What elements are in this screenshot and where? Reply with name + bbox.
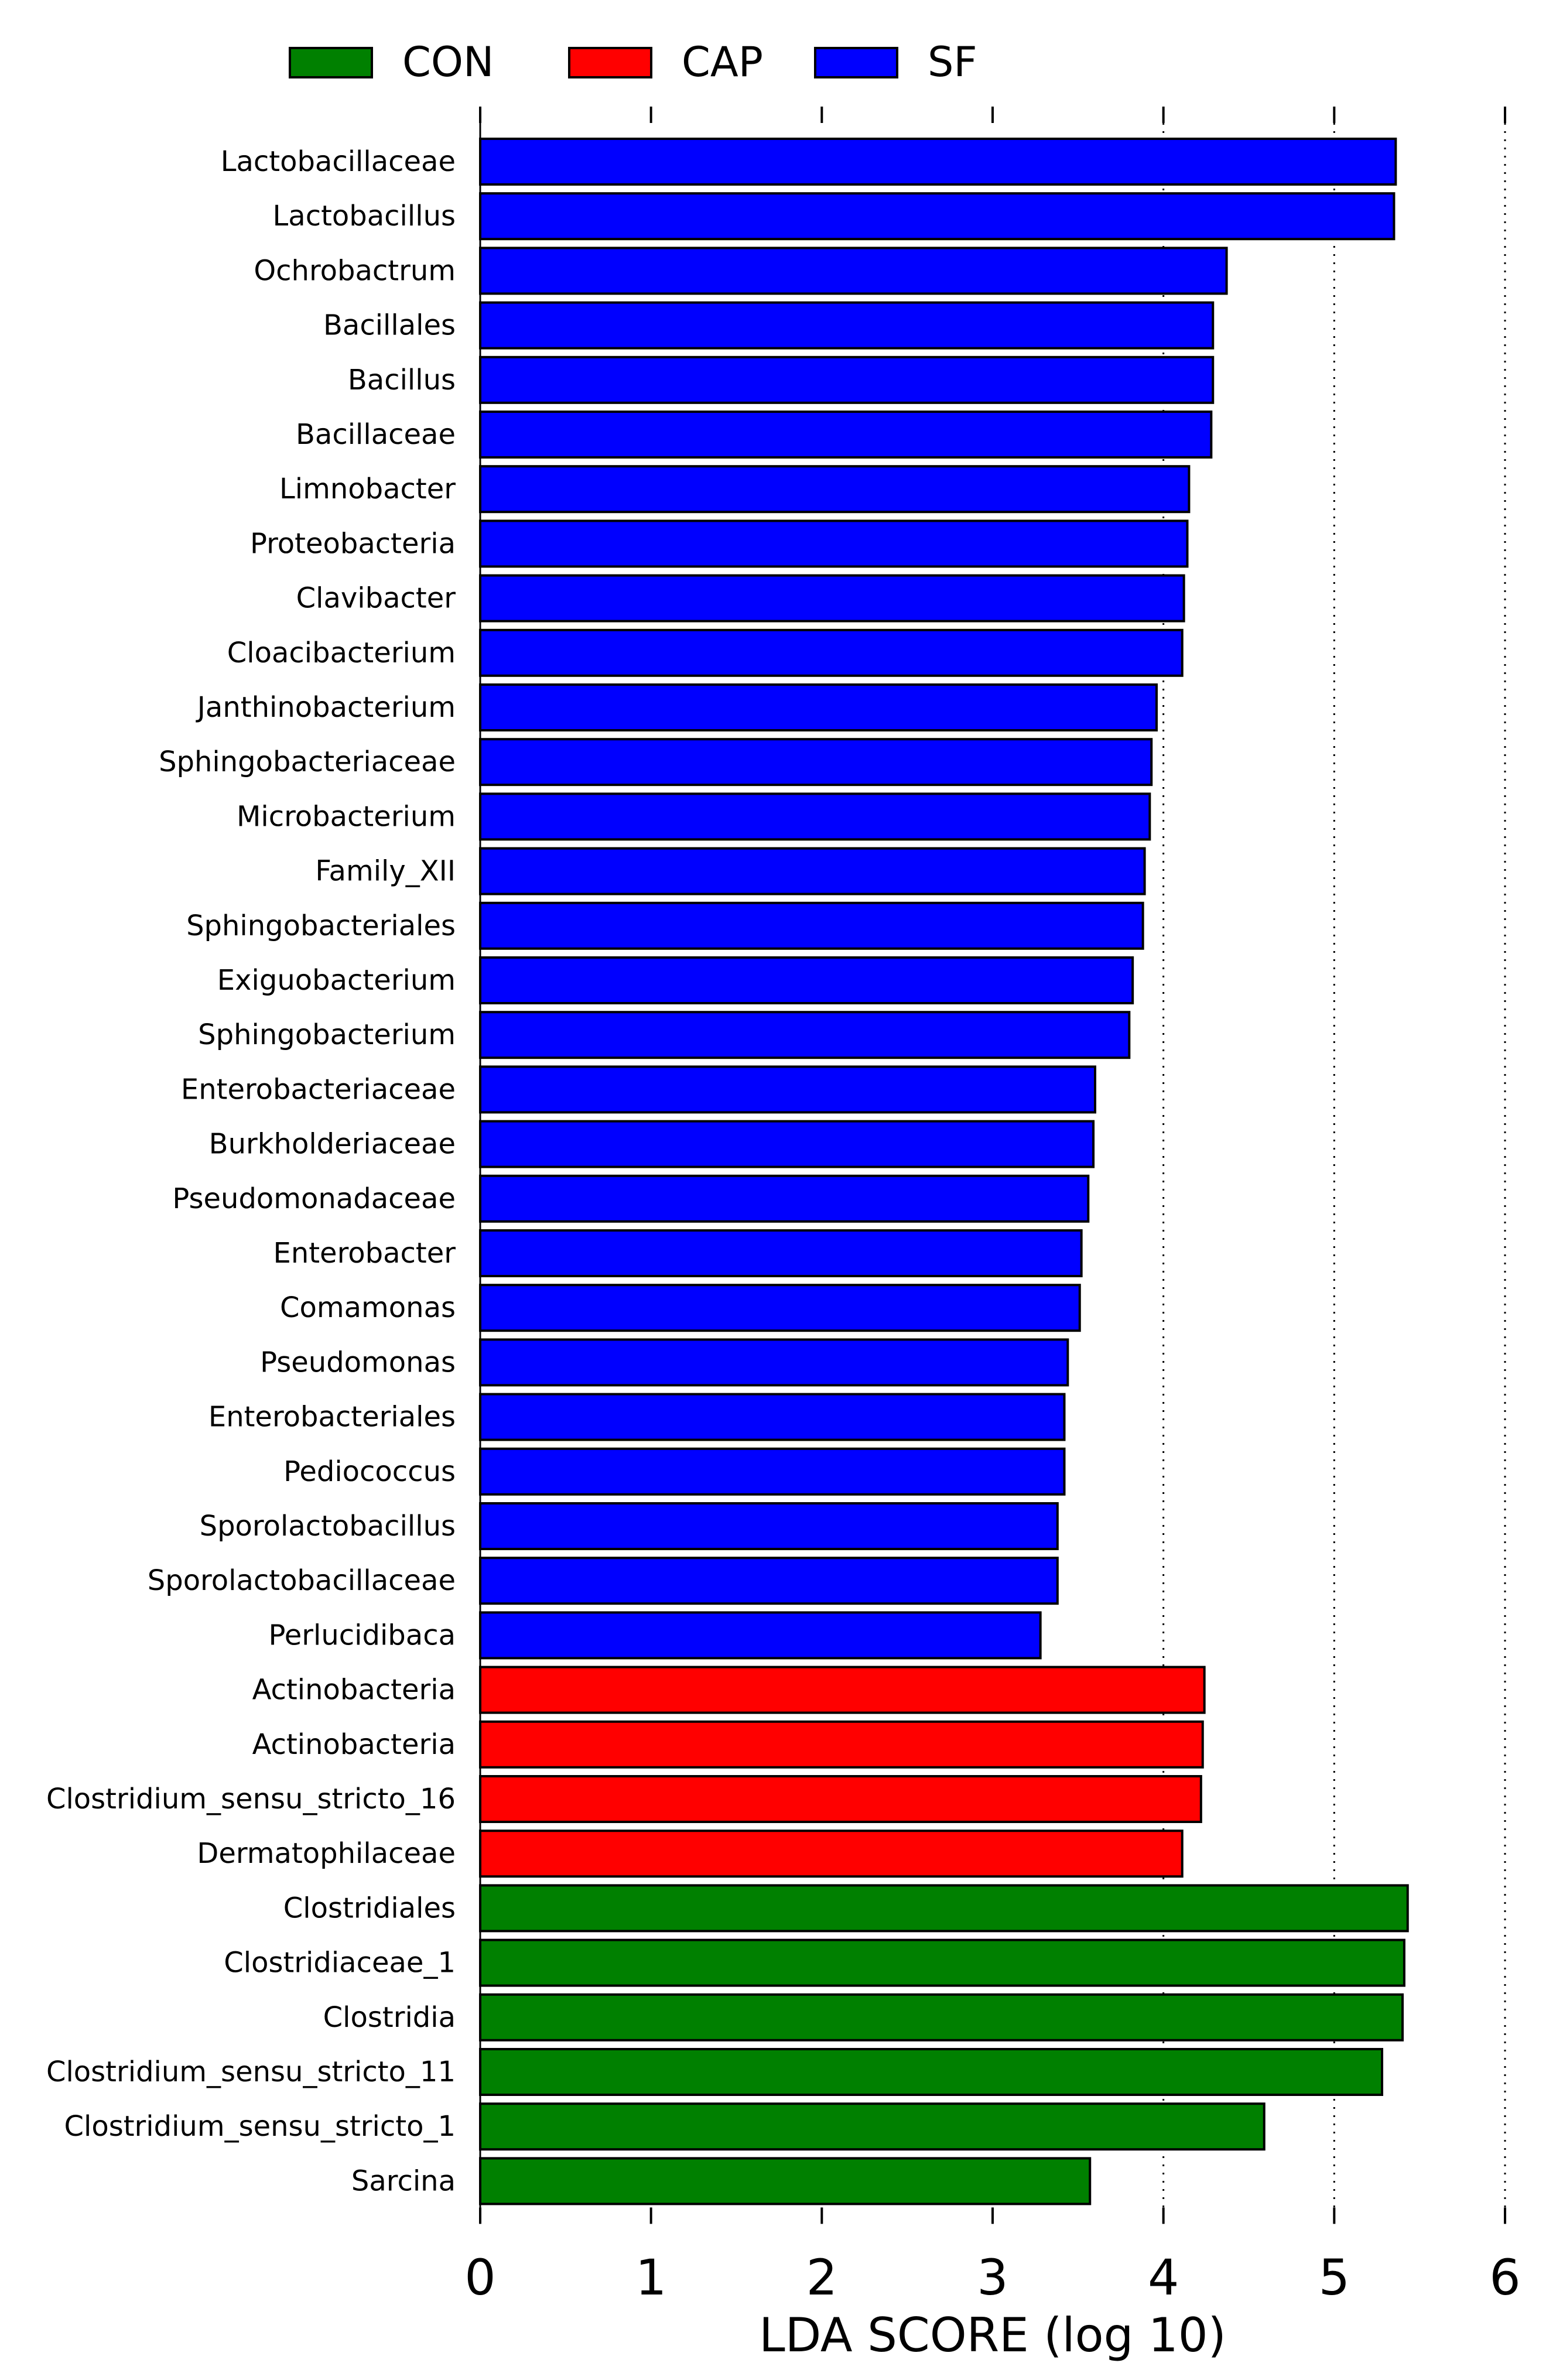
bar-13 xyxy=(479,847,1146,895)
category-label-26: Sporolactobacillaceae xyxy=(148,1564,456,1597)
category-label-22: Pseudomonas xyxy=(260,1346,456,1379)
category-label-7: Proteobacteria xyxy=(250,527,456,560)
bar-26 xyxy=(479,1557,1059,1605)
bar-30 xyxy=(479,1775,1202,1823)
bar-32 xyxy=(479,1884,1409,1933)
category-label-1: Lactobacillus xyxy=(273,200,456,232)
bar-29 xyxy=(479,1720,1204,1769)
bar-18 xyxy=(479,1120,1095,1168)
bar-24 xyxy=(479,1447,1066,1496)
bars-layer xyxy=(479,138,1409,2205)
bar-20 xyxy=(479,1229,1083,1277)
legend-swatch-cap xyxy=(568,47,652,78)
bar-19 xyxy=(479,1174,1090,1223)
bar-12 xyxy=(479,792,1151,841)
bar-10 xyxy=(479,683,1158,731)
bar-9 xyxy=(479,628,1184,677)
category-label-37: Sarcina xyxy=(351,2164,456,2197)
category-label-15: Exiguobacterium xyxy=(217,964,456,997)
axis-layer: 0 1 2 3 4 5 6 xyxy=(464,107,1521,2306)
x-tick-label-1: 1 xyxy=(635,2249,666,2306)
bar-21 xyxy=(479,1284,1081,1332)
bar-25 xyxy=(479,1502,1059,1550)
category-label-17: Enterobacteriaceae xyxy=(181,1073,456,1106)
x-axis-label: LDA SCORE (log 10) xyxy=(759,2308,1226,2362)
category-label-32: Clostridiales xyxy=(283,1892,456,1924)
category-label-24: Pediococcus xyxy=(283,1455,456,1488)
category-label-34: Clostridia xyxy=(323,2001,456,2034)
category-label-14: Sphingobacteriales xyxy=(186,909,456,942)
category-labels: Lactobacillaceae Lactobacillus Ochrobactru… xyxy=(46,145,456,2197)
category-label-16: Sphingobacterium xyxy=(198,1018,456,1051)
legend-swatch-con xyxy=(289,47,373,78)
category-label-36: Clostridium_sensu_stricto_1 xyxy=(64,2110,456,2143)
bar-2 xyxy=(479,247,1228,295)
legend: CON CAP SF xyxy=(289,38,977,86)
bar-23 xyxy=(479,1393,1066,1441)
bar-0 xyxy=(479,138,1397,186)
legend-label-sf: SF xyxy=(928,38,977,86)
category-label-12: Microbacterium xyxy=(237,800,456,833)
category-label-8: Clavibacter xyxy=(296,582,456,615)
bar-11 xyxy=(479,738,1153,787)
bar-17 xyxy=(479,1065,1096,1114)
x-tick-label-2: 2 xyxy=(806,2249,837,2306)
category-label-6: Limnobacter xyxy=(279,473,456,505)
bar-27 xyxy=(479,1611,1042,1660)
bar-35 xyxy=(479,2048,1383,2096)
category-label-35: Clostridium_sensu_stricto_11 xyxy=(46,2056,456,2088)
category-label-21: Comamonas xyxy=(280,1291,456,1324)
bar-8 xyxy=(479,574,1185,623)
bar-36 xyxy=(479,2102,1266,2151)
category-label-29: Actinobacteria xyxy=(252,1728,456,1761)
bar-33 xyxy=(479,1938,1405,1987)
bar-6 xyxy=(479,465,1191,514)
x-tick-label-6: 6 xyxy=(1489,2249,1520,2306)
category-label-25: Sporolactobacillus xyxy=(200,1510,456,1543)
category-label-2: Ochrobactrum xyxy=(254,254,456,287)
bar-4 xyxy=(479,355,1215,404)
category-label-4: Bacillus xyxy=(348,364,456,396)
bar-16 xyxy=(479,1011,1131,1059)
x-tick-label-5: 5 xyxy=(1319,2249,1350,2306)
category-label-28: Actinobacteria xyxy=(252,1674,456,1707)
category-label-3: Bacillales xyxy=(323,309,456,342)
bar-14 xyxy=(479,901,1144,950)
category-label-11: Sphingobacteriaceae xyxy=(159,746,456,778)
category-label-0: Lactobacillaceae xyxy=(221,145,456,178)
category-label-27: Perlucidibaca xyxy=(269,1619,456,1651)
category-label-5: Bacillaceae xyxy=(296,418,456,451)
category-label-20: Enterobacter xyxy=(273,1237,456,1270)
bar-22 xyxy=(479,1338,1069,1387)
bar-28 xyxy=(479,1666,1206,1714)
bar-3 xyxy=(479,301,1215,350)
category-label-33: Clostridiaceae_1 xyxy=(224,1947,456,1979)
legend-label-con: CON xyxy=(402,38,494,86)
legend-swatch-sf xyxy=(814,47,898,78)
bar-1 xyxy=(479,192,1396,241)
category-label-31: Dermatophilaceae xyxy=(197,1837,456,1870)
category-label-23: Enterobacteriales xyxy=(208,1401,456,1434)
category-label-18: Burkholderiaceae xyxy=(209,1128,456,1161)
x-tick-label-3: 3 xyxy=(977,2249,1008,2306)
bar-31 xyxy=(479,1830,1184,1878)
x-tick-label-0: 0 xyxy=(464,2249,495,2306)
bar-37 xyxy=(479,2157,1092,2205)
category-label-9: Cloacibacterium xyxy=(227,637,456,669)
x-tick-label-4: 4 xyxy=(1148,2249,1179,2306)
category-label-30: Clostridium_sensu_stricto_16 xyxy=(46,1783,456,1815)
bar-15 xyxy=(479,956,1134,1004)
legend-label-cap: CAP xyxy=(682,38,763,86)
bar-7 xyxy=(479,519,1189,568)
category-label-19: Pseudomonadaceae xyxy=(172,1182,456,1215)
category-label-10: Janthinobacterium xyxy=(196,691,456,724)
category-label-13: Family_XII xyxy=(315,855,456,888)
bar-5 xyxy=(479,411,1213,459)
bar-34 xyxy=(479,1993,1404,2042)
